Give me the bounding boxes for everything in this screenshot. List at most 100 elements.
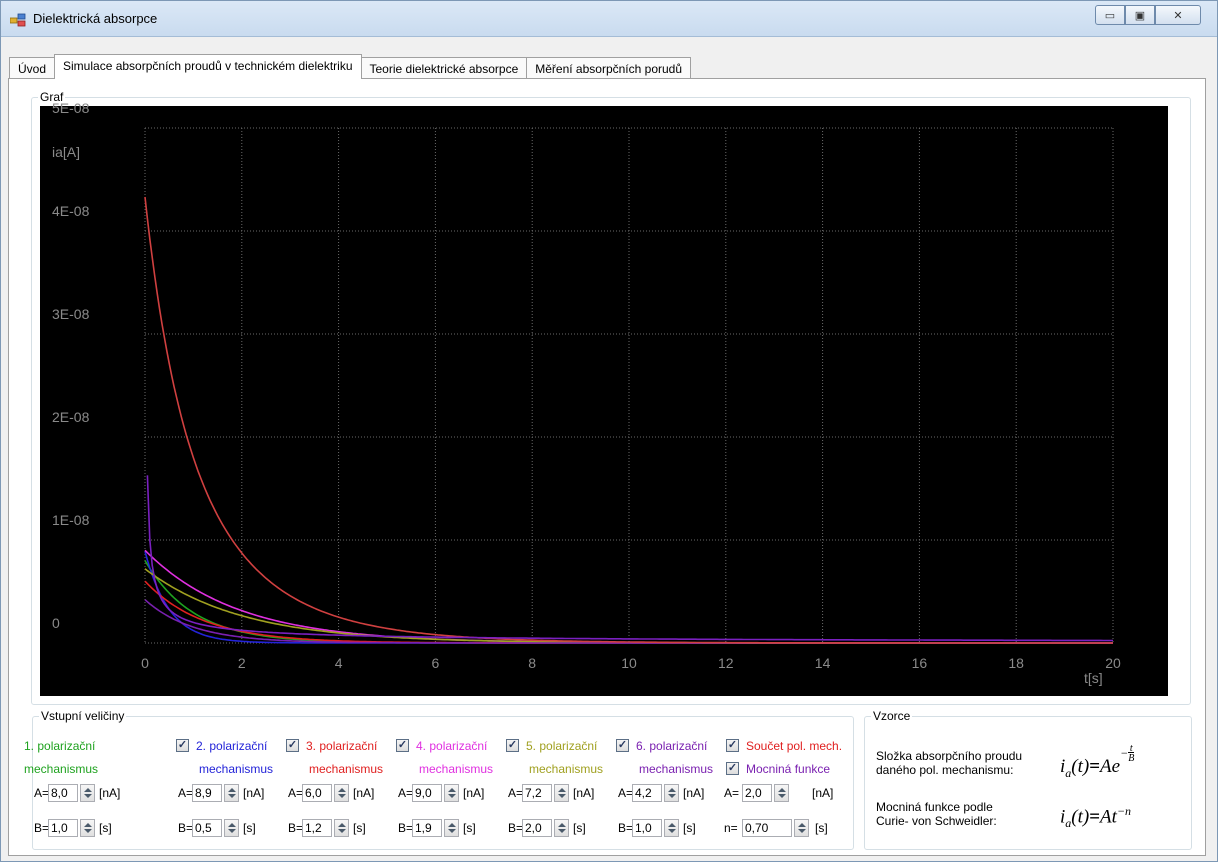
- mechanism-3-a-unit: [nA]: [353, 786, 375, 800]
- spin-down-icon[interactable]: [668, 829, 676, 833]
- power-a-input[interactable]: 2,0: [742, 784, 772, 802]
- spin-up-icon[interactable]: [448, 788, 456, 792]
- mechanism-2-checkbox[interactable]: ✓: [176, 739, 189, 752]
- maximize-icon: ▣: [1134, 9, 1146, 22]
- y-axis-label: ia[A]: [52, 144, 81, 160]
- spin-down-icon[interactable]: [338, 829, 346, 833]
- spin-up-icon[interactable]: [228, 823, 236, 827]
- mechanism-6-a-input-spinner[interactable]: [664, 784, 679, 802]
- spin-down-icon[interactable]: [798, 829, 806, 833]
- mechanism-2-b-input-spinner[interactable]: [224, 819, 239, 837]
- mechanism-6-checkbox[interactable]: ✓: [616, 739, 629, 752]
- mechanism-4-b-input[interactable]: 1,9: [412, 819, 442, 837]
- maximize-button[interactable]: ▣: [1125, 5, 1155, 25]
- mechanism-3-b-input[interactable]: 1,2: [302, 819, 332, 837]
- spin-up-icon[interactable]: [778, 788, 786, 792]
- power-label: Mocniná funkce: [746, 762, 831, 776]
- spin-down-icon[interactable]: [228, 794, 236, 798]
- tab-teorie[interactable]: Teorie dielektrické absorpce: [360, 57, 528, 79]
- close-button[interactable]: ✕: [1155, 5, 1201, 25]
- power-n-input-spinner[interactable]: [794, 819, 809, 837]
- spin-up-icon[interactable]: [84, 788, 92, 792]
- x-axis-label: t[s]: [1084, 670, 1103, 686]
- formula1-desc-line2: daného pol. mechanismu:: [876, 763, 1014, 777]
- spin-down-icon[interactable]: [778, 794, 786, 798]
- spin-down-icon[interactable]: [668, 794, 676, 798]
- mechanism-3-a-input-spinner[interactable]: [334, 784, 349, 802]
- formulas-group: Vzorce: [864, 709, 1192, 850]
- series-line-6: [144, 599, 1113, 644]
- mechanism-6-a-unit: [nA]: [683, 786, 705, 800]
- mechanism-5-a-input[interactable]: 7,2: [522, 784, 552, 802]
- spin-up-icon[interactable]: [338, 823, 346, 827]
- spin-up-icon[interactable]: [668, 788, 676, 792]
- mechanism-3-b-input-spinner[interactable]: [334, 819, 349, 837]
- mechanism-4-checkbox[interactable]: ✓: [396, 739, 409, 752]
- mechanism-1-b-label: B=: [34, 821, 50, 835]
- x-tick-label: 2: [237, 655, 246, 671]
- spin-down-icon[interactable]: [84, 829, 92, 833]
- minimize-button[interactable]: ▭: [1095, 5, 1125, 25]
- mechanism-6-a-input[interactable]: 4,2: [632, 784, 662, 802]
- title-bar[interactable]: Dielektrická absorpce ▭ ▣ ✕: [1, 1, 1217, 37]
- spin-down-icon[interactable]: [448, 794, 456, 798]
- power-checkbox[interactable]: ✓: [726, 762, 739, 775]
- x-tick-label: 18: [1008, 655, 1024, 671]
- spin-down-icon[interactable]: [84, 794, 92, 798]
- x-tick-label: 8: [528, 655, 537, 671]
- spin-down-icon[interactable]: [448, 829, 456, 833]
- power-n-input[interactable]: 0,70: [742, 819, 792, 837]
- spin-down-icon[interactable]: [558, 829, 566, 833]
- mechanism-3-a-input[interactable]: 6,0: [302, 784, 332, 802]
- graph-group-title: Graf: [38, 90, 66, 104]
- mechanism-4-b-input-spinner[interactable]: [444, 819, 459, 837]
- x-tick-label: 0: [141, 655, 149, 671]
- tab-mereni[interactable]: Měření absorpčních porudů: [526, 57, 692, 79]
- spin-up-icon[interactable]: [228, 788, 236, 792]
- mechanism-5-b-input[interactable]: 2,0: [522, 819, 552, 837]
- app-icon: [10, 13, 26, 27]
- mechanism-2-b-input[interactable]: 0,5: [192, 819, 222, 837]
- spin-up-icon[interactable]: [448, 823, 456, 827]
- mechanism-1-a-input[interactable]: 8,0: [48, 784, 78, 802]
- mechanism-2-a-input-spinner[interactable]: [224, 784, 239, 802]
- spin-down-icon[interactable]: [338, 794, 346, 798]
- mechanism-2-label-line2: mechanismus: [199, 762, 274, 776]
- power-n-unit: [s]: [815, 821, 828, 835]
- mechanism-1-b-input-spinner[interactable]: [80, 819, 95, 837]
- mechanism-6-a-label: A=: [618, 786, 634, 800]
- mechanism-5-checkbox[interactable]: ✓: [506, 739, 519, 752]
- y-tick-label: 0: [52, 615, 60, 631]
- spin-up-icon[interactable]: [338, 788, 346, 792]
- tab-uvod[interactable]: Úvod: [9, 57, 56, 79]
- mechanism-6-b-input[interactable]: 1,0: [632, 819, 662, 837]
- spin-up-icon[interactable]: [668, 823, 676, 827]
- mechanism-4-label-line2: mechanismus: [419, 762, 494, 776]
- sum-checkbox[interactable]: ✓: [726, 739, 739, 752]
- spin-down-icon[interactable]: [228, 829, 236, 833]
- tab-simulace[interactable]: Simulace absorpčních proudů v technickém…: [54, 54, 362, 79]
- mechanism-6-b-unit: [s]: [683, 821, 696, 835]
- spin-up-icon[interactable]: [798, 823, 806, 827]
- mechanism-3-checkbox[interactable]: ✓: [286, 739, 299, 752]
- mechanism-3-label-line2: mechanismus: [309, 762, 384, 776]
- mechanism-5-a-input-spinner[interactable]: [554, 784, 569, 802]
- x-tick-label: 14: [814, 655, 831, 671]
- spin-up-icon[interactable]: [84, 823, 92, 827]
- mechanism-4-a-input-spinner[interactable]: [444, 784, 459, 802]
- chart-plot-area[interactable]: [40, 106, 1168, 696]
- x-tick-label: 10: [621, 655, 637, 671]
- mechanism-1-a-input-spinner[interactable]: [80, 784, 95, 802]
- mechanism-6-b-input-spinner[interactable]: [664, 819, 679, 837]
- power-a-label: A=: [724, 786, 740, 800]
- mechanism-2-a-input[interactable]: 8,9: [192, 784, 222, 802]
- mechanism-4-a-input[interactable]: 9,0: [412, 784, 442, 802]
- spin-up-icon[interactable]: [558, 823, 566, 827]
- mechanism-5-b-input-spinner[interactable]: [554, 819, 569, 837]
- mechanism-1-b-input[interactable]: 1,0: [48, 819, 78, 837]
- mechanism-6-label-line2: mechanismus: [639, 762, 714, 776]
- power-a-input-spinner[interactable]: [774, 784, 789, 802]
- spin-up-icon[interactable]: [558, 788, 566, 792]
- spin-down-icon[interactable]: [558, 794, 566, 798]
- formula-power: ia(t)=At−n: [1060, 804, 1132, 831]
